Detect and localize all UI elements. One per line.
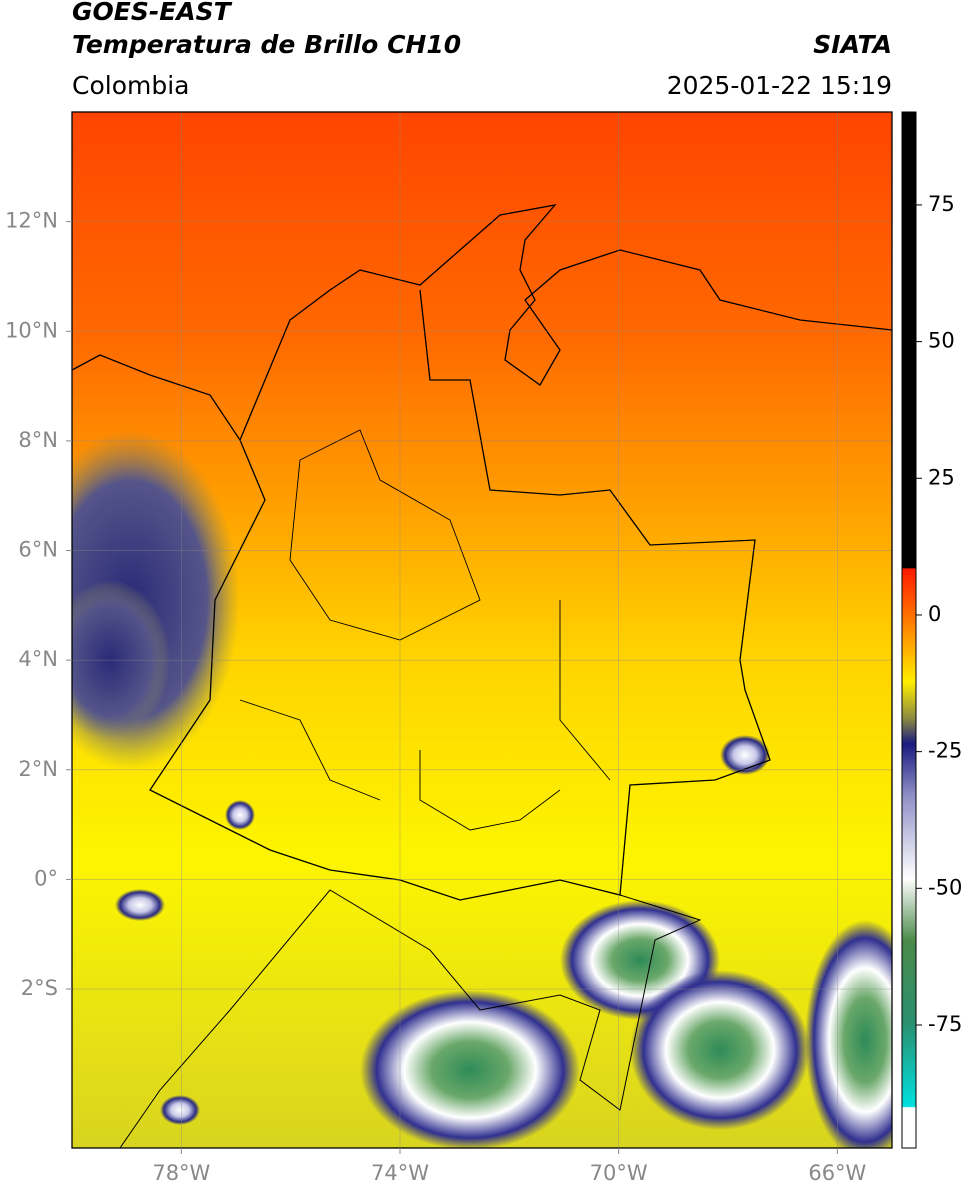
colorbar-label: 0 [928, 602, 941, 626]
colorbar-label: -50 [928, 875, 962, 899]
lat-tick-label: 2°S [21, 976, 58, 1000]
lon-tick-label: 74°W [371, 1161, 429, 1185]
satellite-image [72, 112, 892, 1148]
timestamp: 2025-01-22 15:19 [667, 71, 892, 100]
lat-tick-label: 0° [34, 866, 58, 890]
colorbar-label: -25 [928, 739, 962, 763]
lat-tick-label: 10°N [5, 318, 58, 342]
colorbar-label: -75 [928, 1012, 962, 1036]
region: Colombia [72, 71, 189, 100]
lat-tick-label: 2°N [18, 757, 58, 781]
lat-tick-label: 6°N [18, 538, 58, 562]
colorbar-label: 25 [928, 465, 955, 489]
lat-tick-label: 4°N [18, 647, 58, 671]
colorbar-label: 75 [928, 192, 955, 216]
source: SIATA [813, 30, 892, 59]
subtitle: Temperatura de Brillo CH10 [72, 30, 461, 59]
map-frame [71, 111, 893, 1149]
colorbar-label: 50 [928, 329, 955, 353]
lon-tick-label: 78°W [152, 1161, 210, 1185]
lat-tick-label: 8°N [18, 428, 58, 452]
lon-tick-label: 70°W [590, 1161, 648, 1185]
colorbar [901, 111, 917, 1149]
lat-tick-label: 12°N [5, 209, 58, 233]
lon-tick-label: 66°W [808, 1161, 866, 1185]
title: GOES-EAST [72, 0, 233, 26]
